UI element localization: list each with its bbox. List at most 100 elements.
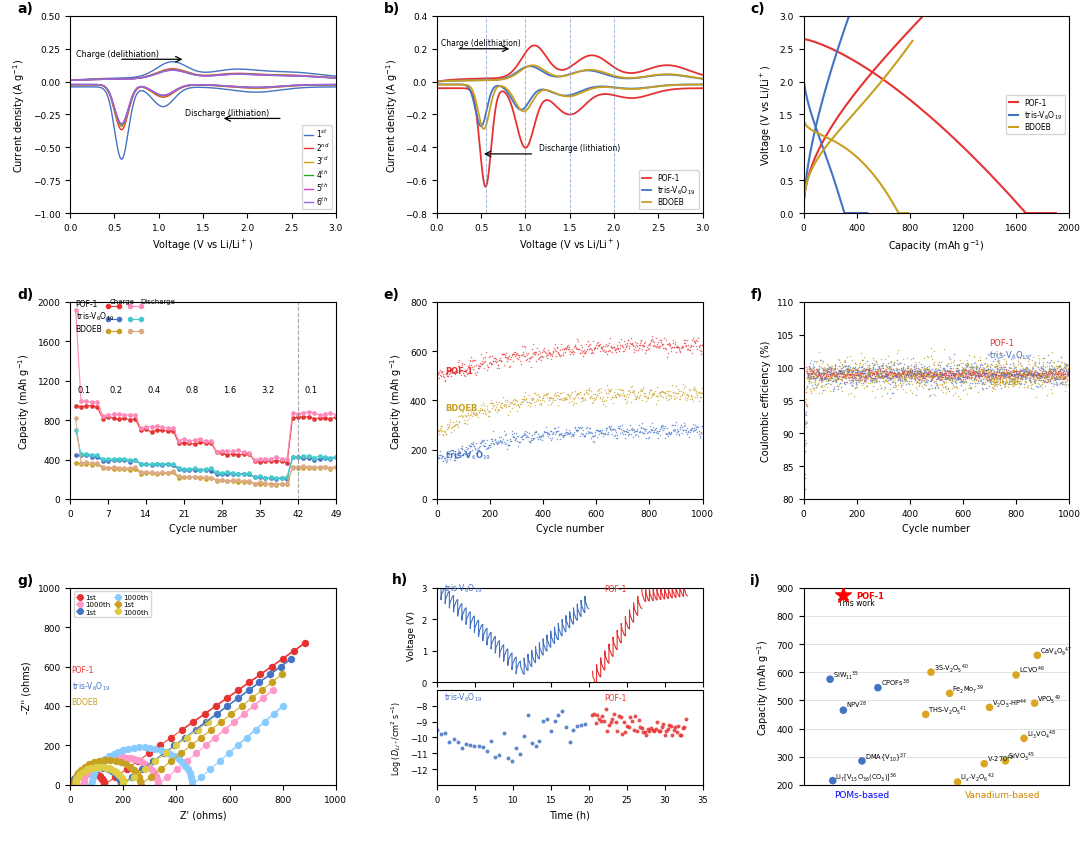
Point: [444, 445, 461, 458]
Point: [968, 361, 985, 375]
Point: [941, 371, 958, 385]
Point: [990, 365, 1008, 379]
Point: [1021, 364, 1038, 377]
Point: [669, 426, 686, 440]
Point: [811, 368, 828, 381]
Point: [1020, 381, 1037, 394]
Point: [821, 374, 838, 387]
Point: [886, 374, 903, 387]
Point: [649, 431, 666, 445]
Point: [545, 428, 563, 441]
Point: [577, 717, 594, 730]
Point: [538, 387, 555, 401]
Point: [846, 362, 863, 376]
Point: [648, 425, 665, 438]
Point: [1044, 365, 1062, 378]
Point: [480, 441, 497, 454]
Point: [657, 333, 674, 347]
Point: [516, 425, 534, 438]
Point: [880, 372, 897, 386]
Point: [434, 425, 451, 438]
Point: [933, 368, 950, 381]
Point: [596, 346, 613, 360]
Point: [917, 364, 934, 377]
Point: [948, 371, 966, 384]
Point: [602, 345, 619, 359]
Point: [902, 375, 919, 388]
Point: [605, 341, 622, 354]
Point: [692, 387, 710, 400]
Point: [926, 366, 943, 380]
Point: [837, 362, 854, 376]
Point: [531, 433, 549, 446]
Point: [1002, 372, 1020, 386]
Point: [1051, 360, 1068, 374]
Point: [833, 367, 850, 381]
Point: [1034, 367, 1051, 381]
Point: [1016, 371, 1034, 384]
Point: [993, 361, 1010, 375]
Point: [943, 373, 960, 387]
Point: [908, 358, 926, 371]
Point: [471, 405, 488, 419]
Point: [936, 371, 954, 385]
Point: [512, 431, 529, 445]
Point: [505, 430, 523, 444]
Point: [837, 368, 854, 381]
Point: [670, 387, 687, 401]
Point: [909, 366, 927, 380]
Point: [991, 370, 1009, 383]
Point: [888, 370, 905, 383]
Point: [944, 372, 961, 386]
Point: [639, 343, 657, 356]
Point: [994, 363, 1011, 376]
Point: [907, 389, 924, 403]
Point: [872, 360, 889, 374]
Point: [649, 426, 666, 440]
Point: [438, 368, 456, 381]
Point: [877, 371, 894, 385]
Point: [969, 362, 986, 376]
Point: [944, 379, 961, 392]
Text: 1.6: 1.6: [224, 386, 237, 395]
Point: [811, 373, 828, 387]
Point: [1057, 360, 1075, 374]
Point: [802, 364, 820, 377]
1000th: [228, 717, 241, 727]
Point: [550, 399, 567, 413]
Point: [869, 371, 887, 385]
Point: [849, 373, 866, 387]
Point: [1000, 368, 1017, 381]
Point: [947, 372, 964, 386]
1000th: [90, 759, 103, 769]
Point: [627, 393, 645, 407]
Point: [917, 368, 934, 381]
Point: [890, 367, 907, 381]
Point: [848, 365, 865, 379]
Point: [631, 388, 648, 402]
Point: [536, 342, 553, 355]
Point: [617, 397, 634, 410]
Point: [1061, 369, 1078, 382]
Point: [851, 371, 868, 384]
Point: [838, 351, 855, 365]
Point: [856, 365, 874, 378]
Point: [1000, 368, 1017, 381]
Point: [889, 367, 906, 381]
Point: [1007, 376, 1024, 390]
Point: [913, 376, 930, 390]
Point: [866, 358, 883, 371]
Point: [638, 392, 656, 405]
Point: [1008, 668, 1025, 682]
1st: [131, 756, 144, 766]
Point: [814, 370, 832, 383]
Point: [878, 374, 895, 387]
Point: [434, 365, 451, 378]
Point: [989, 370, 1007, 383]
1st: [87, 769, 100, 779]
Point: [810, 365, 827, 379]
Point: [929, 371, 946, 384]
Point: [864, 380, 881, 393]
Point: [868, 365, 886, 378]
Point: [934, 362, 951, 376]
